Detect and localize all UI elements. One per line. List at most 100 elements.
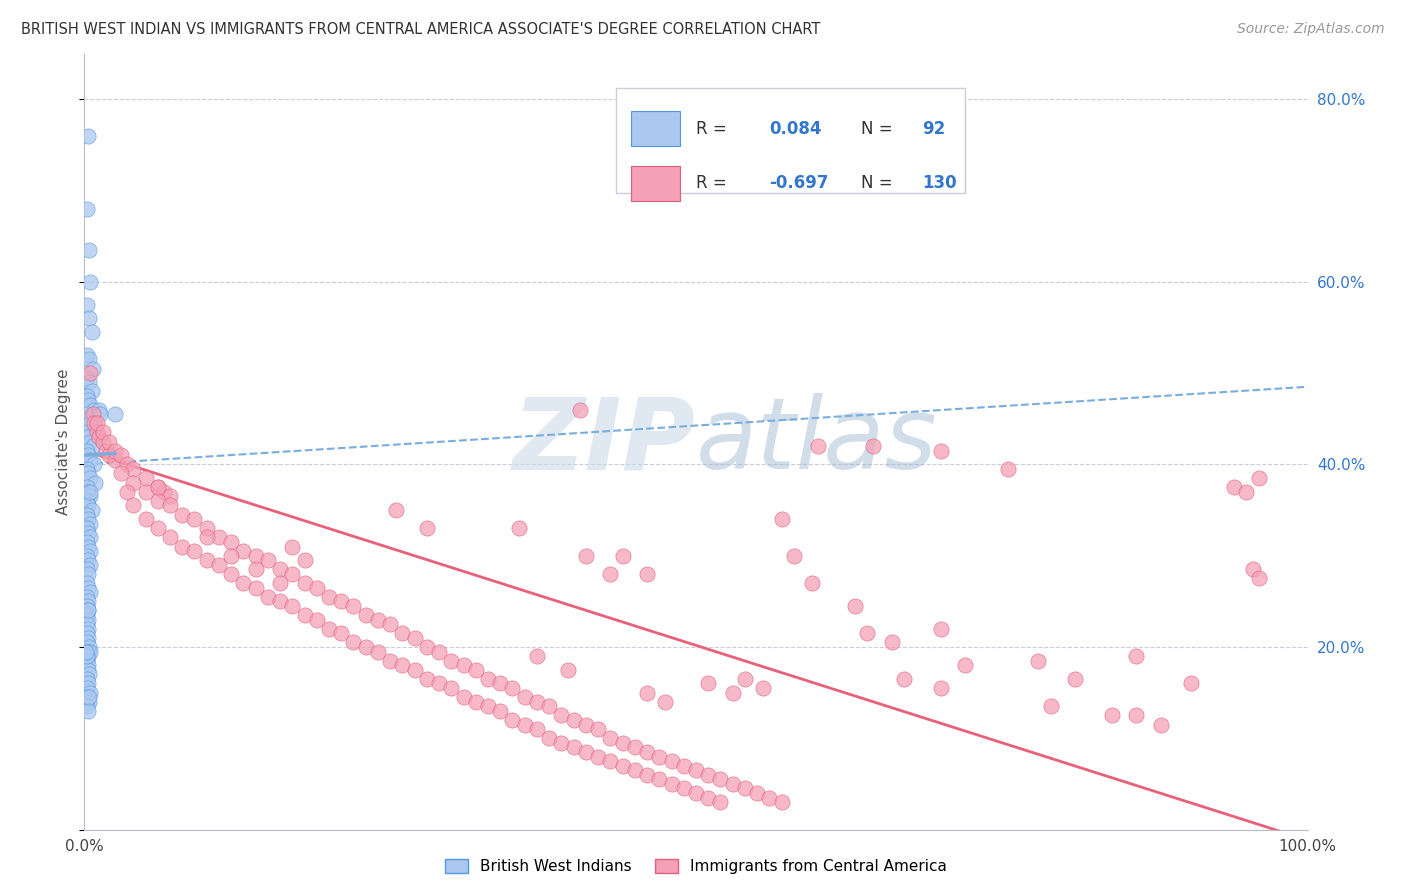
Point [183,512,205,526]
Point [97,448,120,462]
Point [195,530,218,544]
Point [636,768,658,782]
Point [513,717,536,731]
Point [953,658,976,673]
Point [513,690,536,705]
Point [856,626,879,640]
Point [77,411,100,425]
Point [79,489,101,503]
Point [294,607,316,622]
Point [76,297,98,311]
Text: atlas: atlas [696,393,938,490]
Point [77,581,100,595]
Point [208,558,231,572]
Point [599,754,621,768]
Point [391,658,413,673]
Point [76,699,98,714]
Point [404,663,426,677]
Point [146,494,169,508]
Point [77,603,100,617]
Point [477,699,499,714]
Point [77,603,100,617]
Point [183,544,205,558]
Point [367,613,389,627]
Point [104,407,127,421]
Point [636,745,658,759]
Point [84,475,107,490]
Point [87,402,110,417]
Point [612,549,634,563]
Point [612,736,634,750]
Point [453,690,475,705]
Point [91,434,114,449]
Point [159,530,181,544]
Point [305,613,328,627]
Point [76,626,98,640]
Point [80,384,103,399]
Point [76,549,98,563]
Point [929,443,952,458]
Point [76,672,98,686]
Point [477,672,499,686]
Point [342,599,364,613]
Point [416,521,439,535]
Point [404,631,426,645]
Point [709,795,731,809]
Point [550,736,572,750]
Point [96,443,118,458]
Point [1125,649,1147,664]
Point [83,458,105,472]
Point [367,644,389,658]
Point [122,462,145,476]
Point [770,512,793,526]
Point [526,695,548,709]
Point [77,540,100,554]
Point [83,402,105,417]
Point [770,795,793,809]
Point [76,644,98,658]
Point [281,599,304,613]
Point [269,562,291,576]
Point [91,425,114,440]
Point [79,484,101,499]
Point [77,499,100,513]
Point [219,549,242,563]
Point [636,566,658,581]
Point [76,635,98,649]
Point [79,558,101,572]
Point [76,535,98,549]
Text: N =: N = [860,120,893,137]
Point [77,613,100,627]
Point [734,672,756,686]
Point [685,763,707,777]
Point [1180,676,1202,690]
Point [380,654,402,668]
Point [115,484,138,499]
Point [557,663,579,677]
Point [104,452,127,467]
Point [648,749,671,764]
Text: R =: R = [696,175,733,193]
Point [77,566,100,581]
Point [87,430,110,444]
Point [747,786,769,800]
Point [269,576,291,591]
Point [294,576,316,591]
Point [76,654,98,668]
Point [464,663,486,677]
Text: 130: 130 [922,175,957,193]
Point [135,512,157,526]
Point [77,622,100,636]
Point [110,467,132,481]
Point [86,425,108,440]
Point [599,731,621,746]
Point [257,590,280,604]
Point [77,594,100,608]
Point [697,676,720,690]
Point [135,471,157,485]
Point [76,521,98,535]
Point [526,649,548,664]
Point [195,553,218,567]
Point [709,772,731,787]
Point [159,499,181,513]
